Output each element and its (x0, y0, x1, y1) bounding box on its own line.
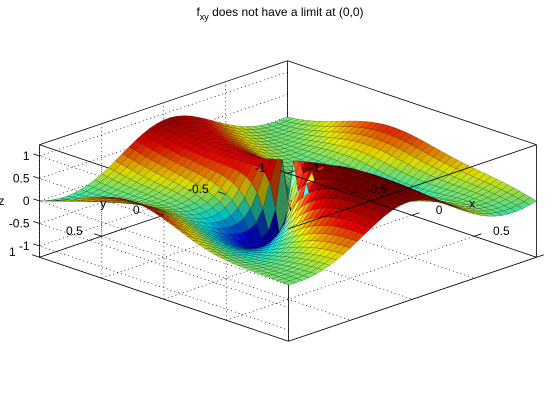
z-tick-label: 0 (23, 194, 30, 208)
x-tick-label: -1 (309, 161, 320, 175)
x-tick-mark (349, 191, 358, 195)
y-tick-label: 0.5 (66, 224, 83, 238)
surface-face (461, 209, 475, 215)
z-tick-label: 1 (23, 149, 30, 163)
box-edge-back (39, 256, 289, 342)
box-edge-front (288, 256, 537, 342)
y-tick-mark (155, 212, 164, 216)
surface-face (282, 280, 296, 286)
z-tick-mark (33, 153, 40, 157)
x-tick-mark (474, 233, 482, 237)
y-axis-label: y (100, 197, 106, 211)
x-tick-label: 0 (436, 203, 443, 217)
x-axis-label: x (469, 197, 475, 211)
z-tick-mark (33, 198, 40, 202)
box-edge-front (287, 60, 537, 146)
z-tick-label: 0.5 (13, 172, 30, 186)
axes-front (31, 60, 545, 342)
y-tick-label: 1 (9, 245, 16, 259)
y-tick-mark (217, 191, 226, 195)
z-tick-mark (33, 176, 40, 179)
x-tick-mark (287, 170, 296, 174)
surface-plot (39, 115, 537, 286)
z-axis-label: z (0, 194, 5, 208)
title-main: f (196, 5, 200, 19)
title-rest: does not have a limit at (0,0) (209, 5, 364, 19)
title-subscript: xy (200, 12, 210, 22)
x-tick-mark (536, 254, 545, 258)
y-tick-mark (279, 170, 288, 174)
z-tick-label: -1 (19, 239, 30, 253)
x-tick-label: 0.5 (493, 224, 510, 238)
box-edge-front (288, 144, 537, 230)
y-tick-mark (31, 254, 40, 258)
y-tick-mark (93, 233, 102, 237)
z-tick-mark (33, 221, 40, 224)
z-tick-mark (33, 243, 40, 247)
x-tick-mark (411, 212, 420, 216)
x-tick-label: -0.5 (366, 182, 387, 196)
y-tick-label: 0 (133, 203, 140, 217)
y-tick-label: -1 (255, 161, 266, 175)
box-edge-back (39, 60, 288, 146)
y-tick-label: -0.5 (188, 182, 209, 196)
z-tick-label: -0.5 (9, 217, 30, 231)
chart-title: fxy does not have a limit at (0,0) (196, 5, 363, 22)
